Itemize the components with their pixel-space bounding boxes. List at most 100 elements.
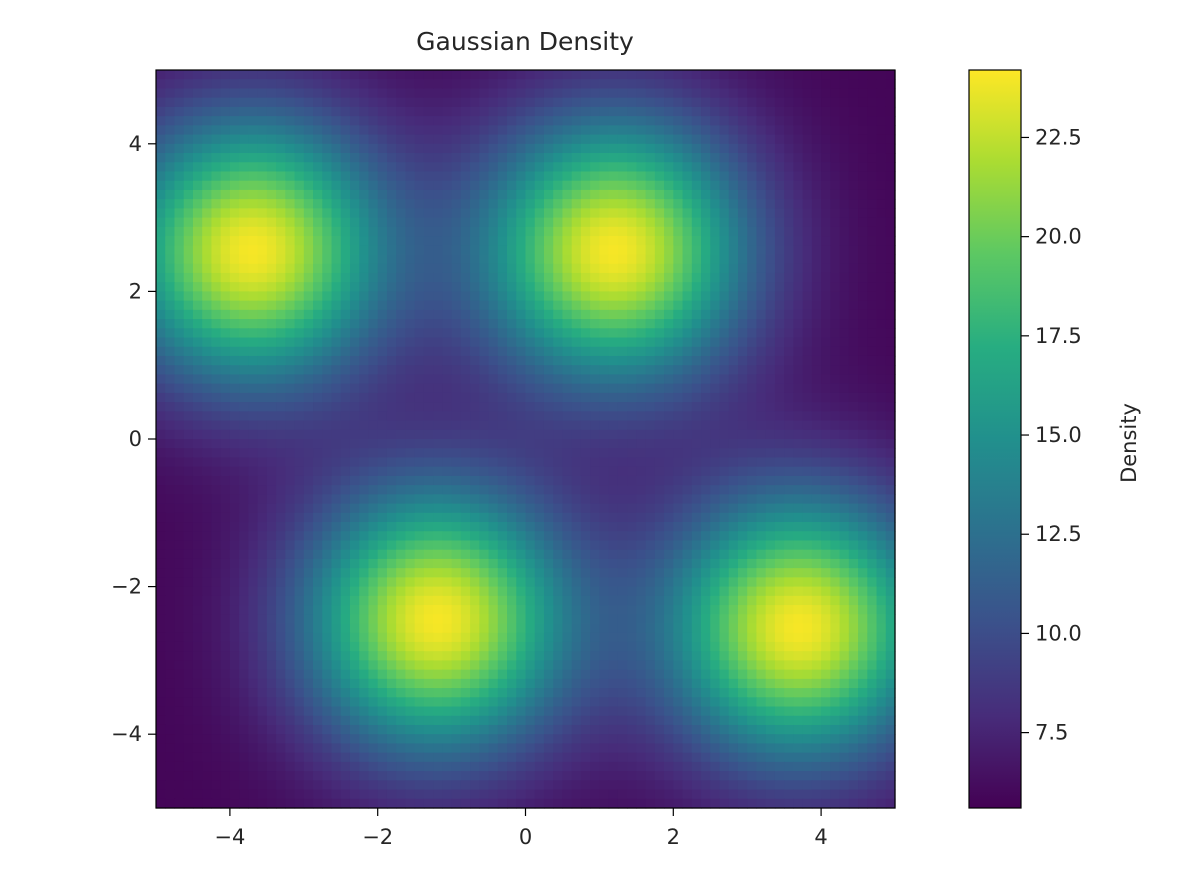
heatmap-cell: [664, 411, 674, 422]
heatmap-cell: [710, 263, 721, 274]
heatmap-cell: [534, 531, 545, 542]
heatmap-cell: [470, 319, 480, 329]
heatmap-cell: [599, 180, 610, 191]
heatmap-cell: [599, 263, 610, 274]
heatmap-cell: [248, 402, 259, 412]
heatmap-cell: [673, 272, 684, 283]
heatmap-cell: [433, 189, 443, 200]
heatmap-cell: [737, 365, 748, 376]
heatmap-cell: [664, 236, 674, 246]
heatmap-cell: [470, 153, 480, 163]
heatmap-cell: [414, 70, 425, 80]
heatmap-cell: [202, 503, 213, 514]
heatmap-cell: [285, 457, 296, 468]
heatmap-cell: [654, 439, 665, 449]
heatmap-cell: [442, 383, 453, 394]
heatmap-cell: [553, 199, 564, 209]
heatmap-cell: [848, 116, 859, 126]
heatmap-cell: [294, 374, 305, 385]
heatmap-cell: [645, 143, 656, 154]
heatmap-cell: [553, 365, 564, 376]
heatmap-cell: [802, 457, 813, 468]
heatmap-cell: [331, 337, 342, 348]
heatmap-cell: [599, 632, 610, 643]
heatmap-cell: [442, 106, 453, 117]
heatmap-cell: [377, 429, 388, 440]
heatmap-cell: [710, 199, 721, 209]
heatmap-cell: [580, 429, 591, 440]
heatmap-cell: [507, 143, 517, 154]
heatmap-cell: [793, 208, 804, 219]
heatmap-cell: [488, 457, 499, 468]
heatmap-cell: [765, 531, 776, 542]
heatmap-cell: [349, 236, 360, 246]
heatmap-cell: [590, 106, 600, 117]
heatmap-cell: [433, 448, 443, 459]
heatmap-cell: [183, 429, 194, 440]
heatmap-cell: [774, 439, 785, 449]
heatmap-cell: [322, 586, 333, 597]
heatmap-cell: [784, 540, 794, 551]
heatmap-cell: [617, 79, 628, 90]
heatmap-cell: [497, 309, 508, 320]
heatmap-cell: [867, 429, 878, 440]
heatmap-cell: [858, 143, 868, 154]
heatmap-cell: [377, 328, 388, 339]
heatmap-cell: [331, 595, 342, 606]
heatmap-cell: [682, 475, 693, 486]
heatmap-cell: [599, 162, 610, 173]
heatmap-cell: [165, 365, 176, 376]
heatmap-cell: [460, 439, 471, 449]
heatmap-cell: [765, 540, 776, 551]
heatmap-cell: [433, 116, 443, 126]
heatmap-cell: [590, 153, 600, 163]
heatmap-cell: [627, 236, 637, 246]
heatmap-cell: [608, 485, 619, 495]
heatmap-cell: [220, 328, 231, 339]
heatmap-cell: [645, 577, 656, 588]
heatmap-cell: [885, 411, 896, 422]
heatmap-cell: [183, 97, 194, 108]
heatmap-cell: [386, 79, 397, 90]
heatmap-cell: [303, 328, 314, 339]
heatmap-cell: [479, 125, 490, 136]
heatmap-cell: [784, 88, 794, 99]
heatmap-cell: [636, 254, 647, 265]
heatmap-cell: [553, 374, 564, 385]
heatmap-cell: [414, 641, 425, 652]
heatmap-cell: [156, 420, 166, 431]
heatmap-cell: [174, 254, 185, 265]
heatmap-cell: [867, 282, 878, 292]
heatmap-cell: [737, 272, 748, 283]
heatmap-cell: [414, 632, 425, 643]
heatmap-cell: [359, 374, 370, 385]
heatmap-cell: [202, 383, 213, 394]
heatmap-cell: [257, 70, 268, 80]
heatmap-cell: [386, 457, 397, 468]
heatmap-cell: [405, 503, 416, 514]
heatmap-cell: [239, 217, 249, 228]
heatmap-cell: [183, 346, 194, 357]
heatmap-cell: [239, 586, 249, 597]
heatmap-cell: [248, 512, 259, 523]
heatmap-cell: [396, 512, 407, 523]
heatmap-cell: [211, 512, 222, 523]
heatmap-cell: [248, 328, 259, 339]
heatmap-cell: [349, 226, 360, 237]
heatmap-cell: [525, 254, 536, 265]
heatmap-cell: [784, 558, 794, 569]
heatmap-cell: [165, 586, 176, 597]
heatmap-cell: [876, 558, 887, 569]
heatmap-cell: [192, 97, 203, 108]
heatmap-cell: [257, 512, 268, 523]
heatmap-cell: [349, 605, 360, 615]
heatmap-cell: [543, 503, 554, 514]
heatmap-cell: [848, 392, 859, 403]
heatmap-cell: [774, 595, 785, 606]
heatmap-cell: [756, 503, 767, 514]
heatmap-cell: [229, 475, 240, 486]
heatmap-cell: [497, 79, 508, 90]
heatmap-cell: [774, 632, 785, 643]
heatmap-cell: [266, 365, 277, 376]
heatmap-cell: [534, 97, 545, 108]
